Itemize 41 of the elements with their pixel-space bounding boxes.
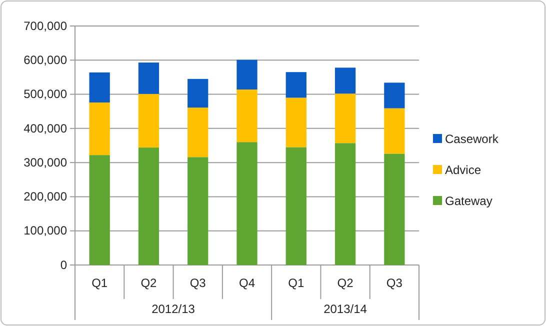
legend-label: Casework — [445, 132, 500, 146]
bar — [384, 108, 405, 154]
bar — [89, 155, 110, 265]
bar — [384, 82, 405, 108]
bar — [188, 78, 208, 108]
bar — [188, 108, 208, 158]
bar — [334, 143, 356, 265]
y-tick-label: 100,000 — [24, 224, 68, 238]
y-tick-label: 300,000 — [24, 155, 68, 170]
x-tick-label: Q3 — [386, 276, 403, 290]
y-tick-label: 700,000 — [24, 18, 68, 33]
x-tick-label: Q3 — [190, 276, 206, 290]
x-tick-label: Q2 — [140, 276, 158, 290]
bar — [89, 72, 110, 102]
y-tick-label: 600,000 — [24, 52, 68, 67]
x-tick-label: Q4 — [238, 276, 256, 290]
bar — [334, 68, 356, 94]
legend-label: Gateway — [445, 194, 492, 208]
bar — [138, 94, 160, 148]
bar — [89, 102, 110, 156]
y-tick-label: 500,000 — [24, 87, 68, 102]
x-tick-label: Q1 — [92, 276, 108, 290]
bar — [286, 98, 306, 148]
y-tick-label: 400,000 — [24, 121, 68, 136]
bar — [236, 60, 258, 90]
legend-label: Advice — [445, 163, 482, 177]
bar — [286, 147, 306, 265]
bar — [138, 62, 160, 94]
bar — [236, 90, 258, 142]
bar — [286, 72, 306, 98]
bar — [188, 157, 208, 265]
bar — [334, 94, 356, 144]
y-tick-label: 200,000 — [24, 190, 68, 204]
text: 2012/13 — [152, 302, 196, 316]
bar — [384, 154, 405, 265]
text: 2013/14 — [324, 302, 368, 316]
x-tick-label: Q1 — [288, 276, 304, 290]
y-tick-label: 0 — [60, 258, 68, 272]
bar — [138, 148, 160, 265]
x-tick-label: Q2 — [337, 276, 354, 290]
bar — [236, 142, 258, 265]
